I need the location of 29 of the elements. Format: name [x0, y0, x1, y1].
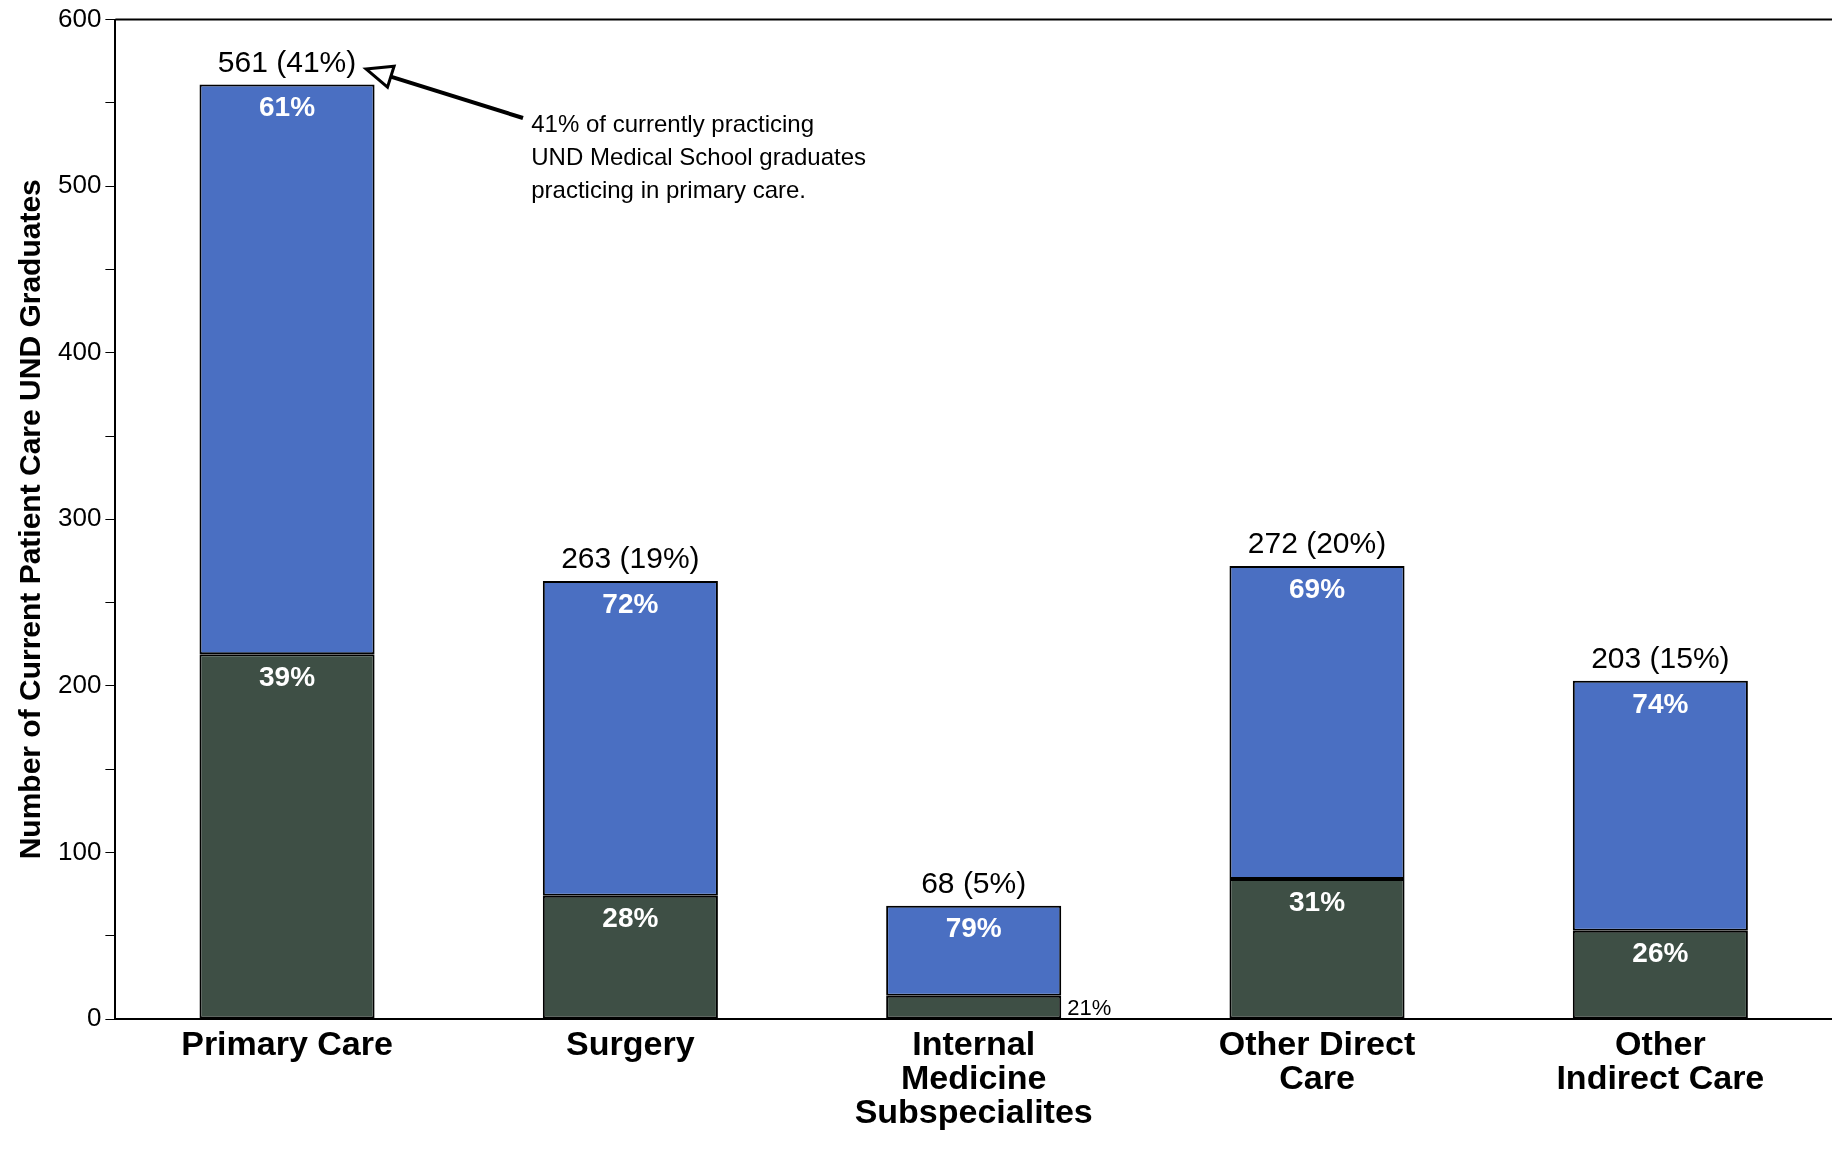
x-tick-label: Internal Medicine Subspecialites	[854, 1024, 1093, 1131]
y-tick-label: 300	[57, 502, 102, 533]
total-label: 272 (20%)	[1247, 526, 1387, 560]
annotation: 39%	[259, 660, 316, 692]
annotation: 69%	[1288, 572, 1346, 604]
y-tick-label: 200	[57, 669, 102, 700]
y-tick-label: 500	[57, 169, 102, 200]
annotation: 21%	[1067, 995, 1112, 1021]
total-label: 203 (15%)	[1591, 641, 1730, 675]
x-tick-label: Other Direct Care	[1218, 1024, 1416, 1097]
y-tick-label: 100	[57, 835, 102, 866]
annotation: 26%	[1632, 937, 1689, 969]
annotation: 72%	[602, 587, 659, 619]
y-tick-label: 0	[86, 1002, 102, 1033]
total-label: 68 (5%)	[921, 866, 1027, 899]
annotation: 28%	[602, 902, 659, 934]
x-tick-label: Other Indirect Care	[1556, 1024, 1765, 1097]
total-label: 263 (19%)	[561, 541, 700, 575]
annotation: 79%	[945, 912, 1002, 944]
annotation: 31%	[1288, 885, 1346, 917]
annotation: 61%	[259, 91, 316, 123]
annotation: 74%	[1632, 687, 1689, 719]
annotation: 41% of currently practicing UND Medical School graduates practicing in primary care.	[531, 110, 867, 204]
x-tick-label: Primary Care	[181, 1024, 393, 1063]
y-tick-label: 400	[57, 335, 102, 366]
total-label: 561 (41%)	[217, 44, 357, 78]
y-tick-label: 600	[57, 2, 102, 33]
x-tick-label: Surgery	[566, 1024, 695, 1063]
y-axis-title: Number of Current Patient Care UND Graduates	[13, 179, 47, 860]
